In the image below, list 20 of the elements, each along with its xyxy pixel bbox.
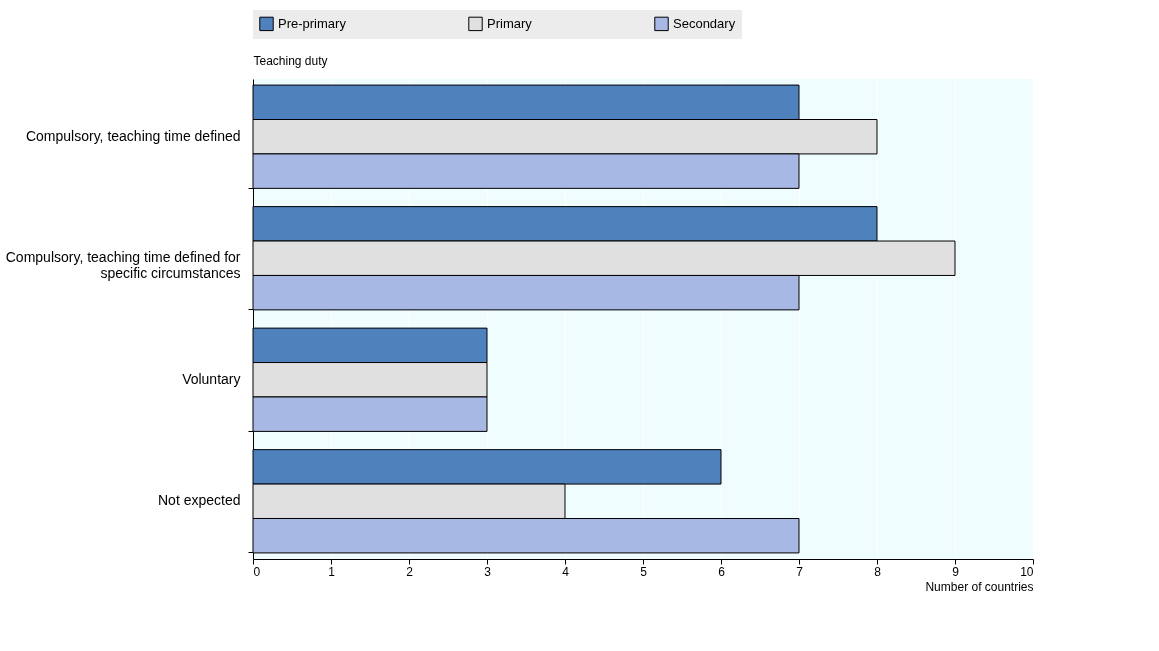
x-tick-label: 7 — [796, 564, 804, 579]
x-tick-label: 4 — [562, 564, 570, 579]
y-axis-title: Teaching duty — [253, 53, 328, 68]
x-tick-label: 1 — [328, 564, 336, 579]
x-tick-label: 0 — [253, 564, 261, 579]
legend-label: Primary — [487, 15, 533, 31]
x-tick-label: 3 — [484, 564, 492, 579]
x-tick-label: 8 — [874, 564, 882, 579]
x-tick-label: 9 — [952, 564, 960, 579]
x-tick-label: 2 — [406, 564, 414, 579]
y-tick-label: Voluntary — [182, 370, 241, 387]
legend-label: Pre-primary — [278, 15, 347, 31]
legend-label: Secondary — [673, 15, 736, 31]
y-tick-label: Not expected — [158, 492, 241, 509]
y-tick-label: Compulsory, teaching time defined — [25, 127, 241, 144]
y-tick-label: Compulsory, teaching time defined for specific circumstances — [5, 249, 241, 282]
x-axis-title: Number of countries — [925, 579, 1034, 594]
x-tick-label: 5 — [640, 564, 648, 579]
x-tick-label: 10 — [1020, 564, 1034, 579]
x-tick-label: 6 — [718, 564, 726, 579]
